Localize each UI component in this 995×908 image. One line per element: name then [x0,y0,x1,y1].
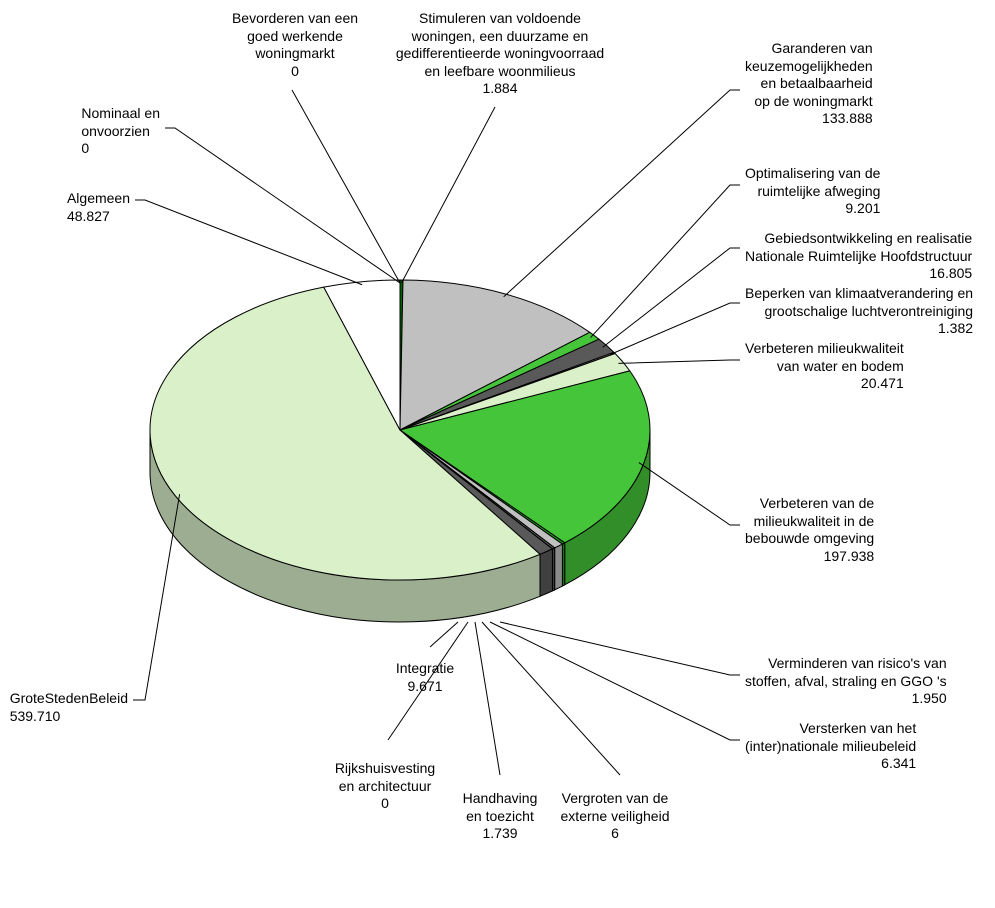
pie-wall [540,549,552,596]
slice-label-text: Gebiedsontwikkeling en realisatie [764,230,972,246]
slice-label-text: grootschalige luchtverontreiniging [764,303,973,319]
slice-label-text: externe veiligheid [561,808,670,824]
slice-label-value: 1.382 [938,320,973,336]
slice-label-text: Handhaving [463,790,538,806]
slice-label-text: keuzemogelijkheden [745,58,873,74]
slice-label: Beperken van klimaatverandering en groots… [745,285,973,338]
leader-line [135,200,362,285]
slice-label-text: Bevorderen van een [232,10,358,26]
slice-label-text: Nationale Ruimtelijke Hoofdstructuur [745,248,972,264]
slice-label-text: bebouwde omgeving [745,530,874,546]
pie-wall [555,544,563,590]
slice-label: Nominaal en onvoorzien0 [81,105,160,158]
slice-label-text: Verbeteren milieukwaliteit [745,340,904,356]
slice-label: Optimalisering van de ruimtelijke afwegin… [745,165,880,218]
slice-label-text: Verbeteren van de [760,495,874,511]
slice-label-text: ruimtelijke afweging [757,183,880,199]
slice-label-value: 20.471 [861,375,904,391]
leader-line [591,185,740,338]
slice-label-value: 0 [381,795,389,811]
leader-line [165,128,400,283]
slice-label-text: en betaalbaarheid [761,75,873,91]
leader-line [639,463,740,525]
slice-label-text: Integratie [396,660,454,676]
slice-label-text: Nominaal en [81,105,160,121]
slice-label: Gebiedsontwikkeling en realisatie Nationa… [745,230,972,283]
slice-label-value: 1.739 [482,825,517,841]
slice-label-text: Verminderen van risico's van [768,655,947,671]
slice-label-value: 6.341 [881,755,916,771]
slice-label-text: en architectuur [339,778,432,794]
slice-label-text: gedifferentieerde woningvoorraad [396,45,604,61]
leader-line [618,360,740,363]
slice-label-text: onvoorzien [81,123,150,139]
slice-label: Rijkshuisvesting en architectuur0 [335,760,435,813]
leader-line [475,622,500,775]
slice-label-text: woningmarkt [255,45,334,61]
slice-label-text: Optimalisering van de [745,165,880,181]
leader-line [490,622,740,740]
slice-label-text: Vergroten van de [562,790,669,806]
leader-line [603,248,740,347]
slice-label: Verbeteren milieukwaliteit van water en b… [745,340,904,393]
slice-label: GroteStedenBeleid 539.710 [10,690,128,725]
slice-label: Stimuleren van voldoende woningen, een du… [396,10,604,98]
slice-label-text: GroteStedenBeleid [10,690,128,706]
slice-label-value: 9.201 [845,200,880,216]
slice-label: Integratie 9.671 [396,660,454,695]
slice-label-text: Garanderen van [771,40,872,56]
slice-label-value: 48.827 [67,208,110,224]
slice-label-text: en leefbare woonmilieus [425,63,576,79]
slice-label-text: stoffen, afval, straling en GGO 's [745,673,947,689]
slice-label: Algemeen 48.827 [67,190,130,225]
slice-label-text: van water en bodem [777,358,904,374]
slice-label-text: Rijkshuisvesting [335,760,435,776]
slice-label-value: 16.805 [929,265,972,281]
slice-label-value: 539.710 [10,708,61,724]
slice-label-text: (inter)nationale milieubeleid [745,738,916,754]
slice-label-text: Versterken van het [799,720,916,736]
slice-label-value: 0 [81,140,89,156]
leader-line [610,303,740,354]
slice-label: Bevorderen van een goed werkendewoningmar… [232,10,358,80]
slice-label-text: Stimuleren van voldoende [419,10,581,26]
slice-label-value: 1.884 [482,80,517,96]
slice-label-text: op de woningmarkt [754,93,872,109]
slice-label-text: Beperken van klimaatverandering en [745,285,973,301]
slice-label-value: 9.671 [407,678,442,694]
slice-label-value: 1.950 [912,690,947,706]
slice-label: Versterken van het (inter)nationale milie… [745,720,916,773]
slice-label: Handhaving en toezicht1.739 [463,790,538,843]
leader-line [500,622,740,675]
slice-label: Verminderen van risico's van stoffen, afv… [745,655,947,708]
slice-label: Garanderen van keuzemogelijkhedenen betaa… [745,40,873,128]
slice-label: Verbeteren van de milieukwaliteit in debe… [745,495,874,565]
leader-line [292,90,400,283]
slice-label-text: Algemeen [67,190,130,206]
leader-line [401,107,495,283]
slice-label-value: 133.888 [822,110,873,126]
leader-line [504,90,740,297]
slice-label-text: milieukwaliteit in de [754,513,875,529]
slice-label-value: 0 [291,63,299,79]
slice-label-text: goed werkende [247,28,343,44]
slice-label-text: woningen, een duurzame en [412,28,589,44]
slice-label-text: en toezicht [466,808,534,824]
slice-label-value: 197.938 [824,548,875,564]
slice-label: Vergroten van de externe veiligheid6 [561,790,670,843]
slice-label-value: 6 [611,825,619,841]
